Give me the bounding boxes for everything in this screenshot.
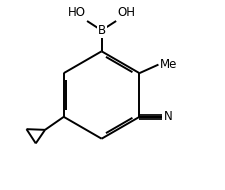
Text: B: B (97, 24, 105, 37)
Text: OH: OH (117, 6, 135, 20)
Text: Me: Me (159, 58, 177, 71)
Text: N: N (163, 110, 171, 123)
Text: HO: HO (68, 6, 86, 20)
